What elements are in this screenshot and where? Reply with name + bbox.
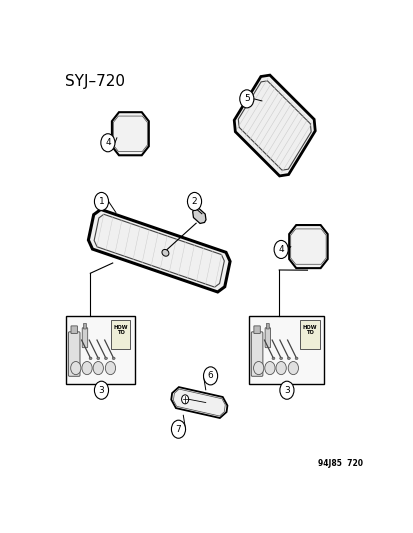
Ellipse shape [279,357,282,360]
Text: 6: 6 [207,372,213,381]
FancyBboxPatch shape [111,320,130,349]
Circle shape [101,134,115,152]
FancyBboxPatch shape [300,320,319,349]
Text: SYJ–720: SYJ–720 [64,74,124,89]
Circle shape [203,367,217,385]
Ellipse shape [161,249,169,256]
Text: HOW
TO: HOW TO [113,325,128,335]
Polygon shape [88,209,230,292]
Circle shape [253,361,263,375]
FancyBboxPatch shape [253,326,260,334]
Polygon shape [234,75,314,176]
FancyBboxPatch shape [66,317,135,384]
FancyBboxPatch shape [68,332,80,376]
Circle shape [105,361,115,375]
Polygon shape [192,208,206,223]
FancyBboxPatch shape [251,332,262,376]
Circle shape [94,381,108,399]
Text: 4: 4 [105,138,110,147]
Text: 4: 4 [278,245,283,254]
Circle shape [71,361,81,375]
FancyBboxPatch shape [266,324,268,329]
FancyBboxPatch shape [264,328,270,348]
Circle shape [93,361,103,375]
FancyBboxPatch shape [82,328,88,348]
Circle shape [94,192,108,211]
Circle shape [273,240,287,259]
Text: 3: 3 [98,386,104,395]
Polygon shape [112,112,148,155]
FancyBboxPatch shape [249,317,324,384]
Circle shape [187,192,201,211]
Circle shape [275,361,286,375]
Ellipse shape [271,357,274,360]
Polygon shape [288,225,327,268]
Text: 2: 2 [191,197,197,206]
Text: HOW
TO: HOW TO [302,325,316,335]
Ellipse shape [181,395,188,404]
Ellipse shape [89,357,92,360]
Circle shape [82,361,92,375]
Text: 1: 1 [98,197,104,206]
Text: 94J85  720: 94J85 720 [317,459,362,468]
Ellipse shape [112,357,115,360]
Ellipse shape [287,357,290,360]
FancyBboxPatch shape [71,326,77,334]
Ellipse shape [294,357,297,360]
Polygon shape [171,387,227,418]
Ellipse shape [104,357,107,360]
Text: 3: 3 [283,386,289,395]
Circle shape [171,420,185,438]
Text: 5: 5 [243,94,249,103]
FancyBboxPatch shape [83,324,86,329]
Ellipse shape [97,357,100,360]
Circle shape [239,90,253,108]
Circle shape [279,381,293,399]
Circle shape [287,361,298,375]
Circle shape [264,361,274,375]
Text: 7: 7 [175,425,181,434]
